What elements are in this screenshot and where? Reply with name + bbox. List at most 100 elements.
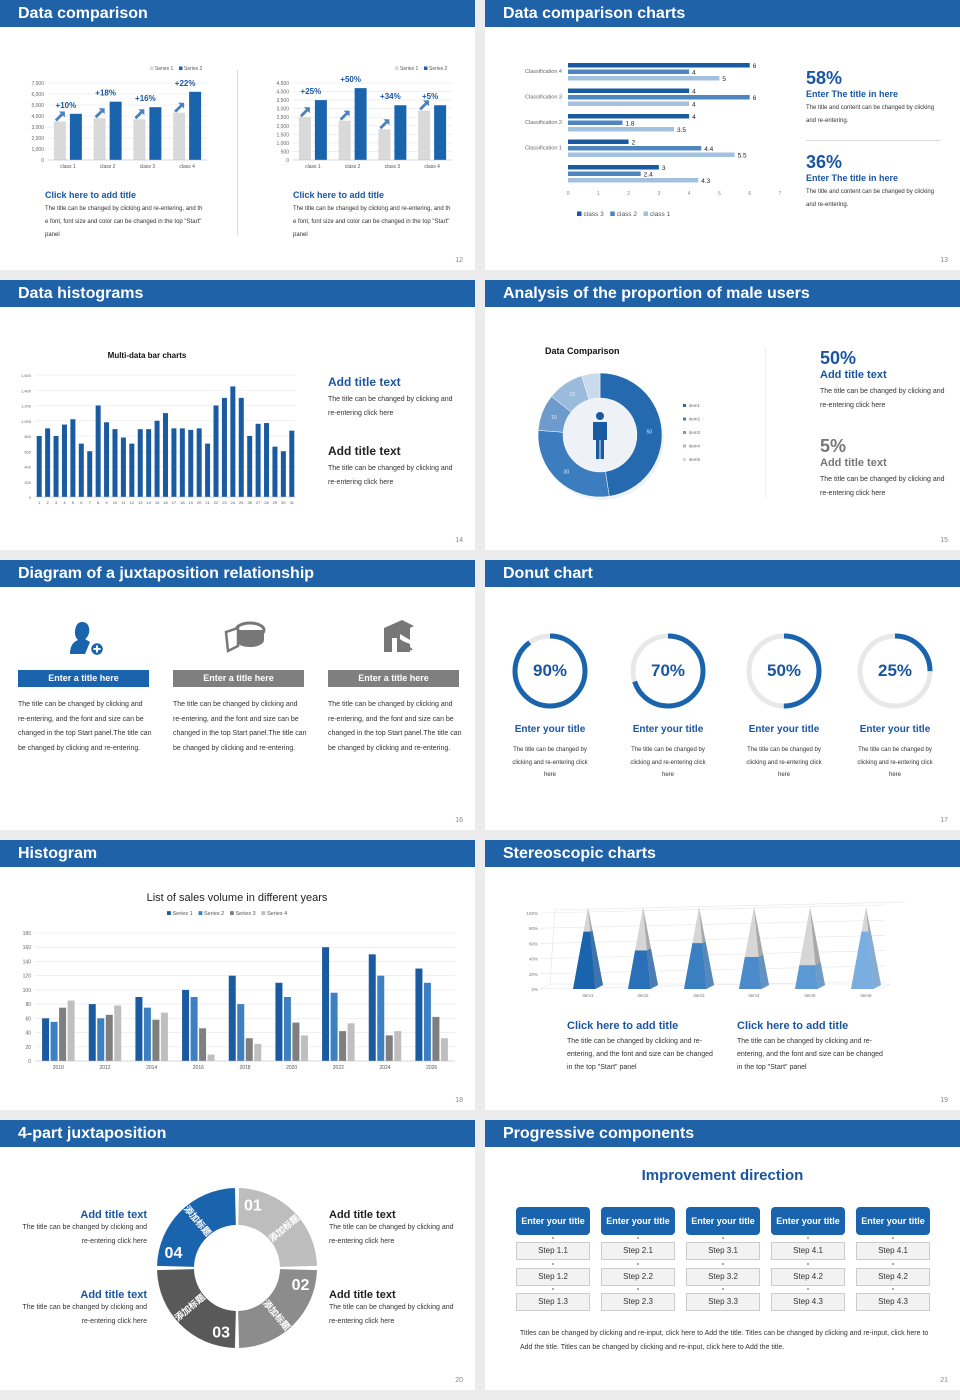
legend-label: Series 1	[155, 66, 174, 72]
step-item[interactable]: Step 4.3	[771, 1293, 845, 1311]
slide-12[interactable]: Data comparison 0 1,000 2,000 3,000 4,000 5,0…	[0, 0, 475, 270]
step-item[interactable]: Step 4.1	[771, 1242, 845, 1260]
stat-body: The title and content can be changed by …	[806, 105, 935, 124]
title-button[interactable]: Enter a title here	[18, 670, 149, 687]
step-item[interactable]: Step 4.2	[771, 1267, 845, 1286]
y-tick-label: 4,500	[276, 81, 289, 87]
step-item[interactable]: Step 4.3	[856, 1293, 930, 1311]
text-title: Add title text	[80, 1209, 147, 1221]
title-button[interactable]: Enter a title here	[173, 670, 304, 687]
segment-number: 02	[292, 1277, 310, 1294]
column-title-button[interactable]: Enter your title	[856, 1207, 930, 1235]
step-item[interactable]: Step 3.2	[686, 1267, 760, 1286]
bar	[394, 1031, 402, 1061]
y-tick-label: 0	[28, 1059, 31, 1065]
slide-20[interactable]: 4-part juxtaposition 01 添加标题 02 添加标题 03 添加标题 0…	[0, 1120, 475, 1390]
data-label: 5	[722, 76, 726, 83]
bar	[432, 1016, 440, 1061]
step-item[interactable]: Step 1.3	[516, 1293, 590, 1311]
data-label: 30	[564, 469, 570, 475]
x-tick-label: 2024	[379, 1065, 390, 1071]
bar	[275, 982, 283, 1061]
arrow-icon	[339, 110, 350, 121]
text-block: Add title text The title can be changed …	[328, 375, 463, 421]
y-tick-label: 1,400	[21, 388, 32, 393]
y-tick-label: 20%	[529, 972, 538, 977]
x-tick-label: 8	[97, 500, 100, 505]
slide-13[interactable]: Data comparison charts Classification 4 6…	[485, 0, 960, 270]
ring-segment	[238, 1188, 317, 1267]
slide-17[interactable]: Donut chart 17 90% Enter your title The ti…	[485, 560, 960, 830]
bar	[339, 1031, 347, 1061]
bar	[199, 1028, 207, 1061]
y-tick-label: 2,000	[276, 124, 289, 130]
footer-text: Titles can be changed by clicking and re…	[520, 1330, 929, 1351]
slide-18[interactable]: Histogram List of sales volume in differ…	[0, 840, 475, 1110]
body	[593, 422, 607, 459]
x-tick-label: 23	[222, 500, 227, 505]
slide-21[interactable]: Progressive components Improvement direc…	[485, 1120, 960, 1390]
stat-value: 5%	[820, 436, 847, 456]
step-item[interactable]: Step 3.3	[686, 1293, 760, 1311]
y-tick-label: 4,000	[276, 90, 289, 96]
step-item[interactable]: Step 1.1	[516, 1242, 590, 1260]
slide-16[interactable]: Diagram of a juxtaposition relationship …	[0, 560, 475, 830]
legend-label: item5	[689, 457, 701, 462]
step-item[interactable]: Step 2.1	[601, 1242, 675, 1260]
bar	[69, 113, 82, 160]
stat-body: The title can be changed by clicking and…	[820, 476, 945, 497]
text-body: The title can be changed by clicking and…	[328, 465, 453, 486]
legend-label: Series 4	[267, 911, 287, 917]
text-block: Add title text The title can be changed …	[15, 1209, 147, 1249]
x-tick-label: 25	[239, 500, 244, 505]
slide-15[interactable]: Analysis of the proportion of male users…	[485, 280, 960, 550]
text-title: Add title text	[329, 1209, 396, 1221]
bar	[568, 88, 690, 93]
bar	[135, 997, 143, 1061]
arrow-icon	[419, 100, 430, 111]
pyramid-fill	[628, 950, 651, 989]
slide-19[interactable]: Stereoscopic charts 0% 20% 40% 60% 80% 100% it…	[485, 840, 960, 1110]
column-title-button[interactable]: Enter your title	[686, 1207, 760, 1235]
column-title-button[interactable]: Enter your title	[516, 1207, 590, 1235]
bar	[143, 1007, 151, 1061]
step-item[interactable]: Step 4.1	[856, 1242, 930, 1260]
column-title-button[interactable]: Enter your title	[771, 1207, 845, 1235]
annotation-label: +50%	[340, 75, 361, 84]
text-body: The title can be changed by clicking and…	[737, 1038, 883, 1071]
text-block: Add title text The title can be changed …	[328, 444, 463, 490]
x-tick-label: class 4	[424, 164, 440, 170]
y-tick-label: 140	[23, 959, 32, 965]
x-tick-label: 14	[146, 500, 151, 505]
stat-title: Enter The title in here	[806, 173, 899, 183]
title-button[interactable]: Enter a title here	[328, 670, 459, 687]
data-label: 4.3	[701, 178, 710, 185]
x-tick-label: 2020	[286, 1065, 297, 1071]
y-tick-label: 200	[24, 480, 31, 485]
data-label: 1.8	[626, 121, 635, 128]
step-item[interactable]: Step 2.3	[601, 1293, 675, 1311]
connector-dot	[892, 1262, 894, 1265]
step-item[interactable]: Step 3.1	[686, 1242, 760, 1260]
building-icon	[378, 618, 418, 663]
data-label: 6	[753, 95, 757, 102]
x-tick-label: 30	[281, 500, 286, 505]
bar	[238, 397, 244, 497]
bar	[368, 954, 376, 1061]
step-item[interactable]: Step 1.2	[516, 1267, 590, 1286]
text-body: The title can be changed by clicking and…	[22, 1304, 147, 1325]
legend-swatch	[198, 911, 203, 915]
user-add-icon	[68, 618, 108, 663]
male-user-icon	[593, 412, 607, 459]
arrow-icon	[299, 107, 310, 118]
slide-14[interactable]: Data histograms Multi-data bar charts 0 20…	[0, 280, 475, 550]
bar	[189, 91, 202, 160]
step-item[interactable]: Step 2.2	[601, 1267, 675, 1286]
bar	[205, 443, 211, 497]
bar	[377, 975, 385, 1061]
stat-block: 5% Add title text The title can be chang…	[820, 436, 950, 501]
page-number: 15	[940, 537, 948, 544]
step-item[interactable]: Step 4.2	[856, 1267, 930, 1286]
legend-label: Series 2	[204, 911, 224, 917]
column-title-button[interactable]: Enter your title	[601, 1207, 675, 1235]
